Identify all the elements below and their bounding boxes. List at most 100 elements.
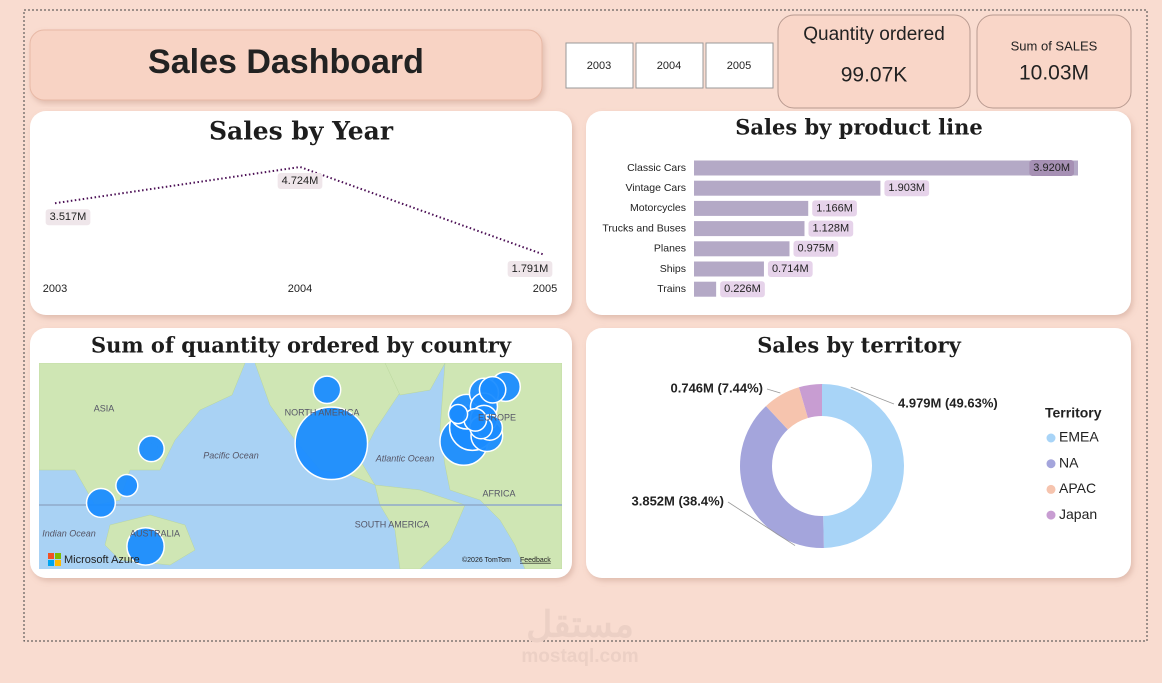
map-label: NORTH AMERICA bbox=[285, 407, 360, 417]
data-label-box bbox=[1029, 160, 1074, 176]
legend-label: APAC bbox=[1059, 480, 1096, 496]
bubble bbox=[294, 406, 369, 481]
data-label-box bbox=[767, 261, 813, 277]
kpi-value: 10.03M bbox=[1019, 62, 1089, 85]
map-label: ASIA bbox=[94, 403, 115, 413]
logo bbox=[55, 553, 61, 559]
y-tick-label: Vintage Cars bbox=[625, 182, 686, 194]
chart-title: Sales by Year bbox=[209, 117, 394, 146]
bar bbox=[694, 180, 881, 196]
data-label: 0.975M bbox=[798, 243, 835, 255]
kpi-label: Sum of SALES bbox=[1011, 38, 1098, 53]
map-attribution: ©2026 TomTom bbox=[462, 556, 511, 564]
donut-slice bbox=[740, 406, 824, 548]
x-tick-label: 2003 bbox=[43, 283, 67, 295]
bubble bbox=[447, 403, 469, 425]
data-label-box bbox=[45, 209, 91, 226]
bubble bbox=[312, 375, 342, 405]
map-label: Pacific Ocean bbox=[203, 450, 259, 460]
x-tick-label: 2005 bbox=[533, 283, 557, 295]
slicer-label[interactable]: 2004 bbox=[657, 60, 681, 72]
donut-slice bbox=[822, 384, 904, 548]
watermark: مستقل bbox=[526, 604, 634, 645]
data-label: 3.517M bbox=[50, 211, 87, 223]
asia bbox=[39, 363, 246, 506]
title-box bbox=[29, 29, 543, 101]
kpi-card bbox=[976, 14, 1132, 109]
logo bbox=[48, 560, 54, 566]
kpi-value: 99.07K bbox=[841, 64, 908, 87]
data-label-box bbox=[808, 220, 854, 237]
legend-title: Territory bbox=[1045, 405, 1102, 421]
data-label: 1.903M bbox=[888, 182, 925, 194]
leader-line bbox=[727, 501, 796, 546]
map-label: EUROPE bbox=[478, 412, 516, 422]
kpi-card bbox=[777, 14, 971, 109]
bubble bbox=[85, 487, 117, 519]
chart-title: Sales by product line bbox=[735, 115, 983, 140]
year-slicer: 2003 2004 2005 bbox=[565, 42, 774, 89]
legend-label: Japan bbox=[1059, 506, 1097, 522]
chart-title: Sales by territory bbox=[757, 333, 961, 358]
bubble bbox=[115, 473, 139, 498]
y-tick-label: Classic Cars bbox=[627, 162, 686, 174]
data-label: 4.724M bbox=[282, 175, 319, 187]
watermark: mostaql.com bbox=[521, 646, 638, 667]
data-label-box bbox=[507, 261, 553, 277]
map-label: AUSTRALIA bbox=[130, 528, 180, 538]
data-label-box bbox=[884, 180, 930, 197]
bar bbox=[694, 200, 809, 216]
bar bbox=[694, 221, 805, 237]
line bbox=[54, 165, 546, 256]
data-label: 1.166M bbox=[816, 202, 853, 214]
greenland bbox=[384, 363, 446, 396]
y-tick-label: Motorcycles bbox=[630, 202, 686, 214]
panel bbox=[586, 328, 1131, 578]
bar bbox=[694, 241, 790, 257]
map-label: AFRICA bbox=[482, 488, 515, 498]
legend-marker bbox=[1046, 510, 1056, 520]
data-label: 3.920M bbox=[1033, 162, 1070, 174]
bubble bbox=[137, 435, 165, 463]
legend-marker bbox=[1046, 433, 1056, 443]
y-tick-label: Trucks and Buses bbox=[602, 222, 686, 234]
data-label: 4.979M (49.63%) bbox=[898, 395, 998, 410]
chart-title: Sum of quantity ordered by country bbox=[91, 333, 512, 358]
map-label: Atlantic Ocean bbox=[375, 453, 435, 463]
y-tick-label: Trains bbox=[657, 283, 686, 295]
canvas-border bbox=[23, 9, 1148, 642]
bubbles bbox=[85, 371, 522, 566]
leader-line bbox=[850, 386, 895, 405]
x-tick-label: 2004 bbox=[288, 283, 312, 295]
slicer-button[interactable] bbox=[705, 42, 774, 89]
data-label: 0.714M bbox=[772, 263, 809, 275]
map-label: Indian Ocean bbox=[42, 528, 96, 538]
kpi-label: Quantity ordered bbox=[803, 24, 945, 45]
bar bbox=[694, 160, 1078, 176]
donut-slice bbox=[765, 387, 808, 430]
legend-marker bbox=[1046, 459, 1056, 469]
slicer-button[interactable] bbox=[635, 42, 704, 89]
slicer-button[interactable] bbox=[565, 42, 634, 89]
legend-label: EMEA bbox=[1059, 429, 1099, 445]
donut-slice bbox=[798, 384, 822, 419]
data-label-box bbox=[720, 281, 765, 298]
map-attribution[interactable]: Feedback bbox=[520, 557, 551, 564]
bubble bbox=[478, 375, 507, 404]
panel bbox=[30, 111, 572, 315]
legend-marker bbox=[1046, 484, 1056, 494]
south-america bbox=[374, 484, 466, 569]
map-attribution: Microsoft Azure bbox=[64, 554, 140, 566]
logo bbox=[48, 553, 54, 559]
data-label: 0.226M bbox=[724, 283, 761, 295]
bar bbox=[694, 281, 717, 297]
data-label: 0.746M (7.44%) bbox=[671, 380, 764, 395]
slicer-label[interactable]: 2003 bbox=[587, 60, 611, 72]
logo bbox=[55, 560, 61, 566]
y-tick-label: Planes bbox=[654, 243, 686, 255]
slicer-label[interactable]: 2005 bbox=[727, 60, 751, 72]
map: ASIA NORTH AMERICA Pacific Ocean Atlanti… bbox=[39, 363, 562, 569]
leader-line bbox=[766, 388, 781, 394]
data-label: 3.852M (38.4%) bbox=[632, 493, 725, 508]
legend-label: NA bbox=[1059, 454, 1079, 470]
